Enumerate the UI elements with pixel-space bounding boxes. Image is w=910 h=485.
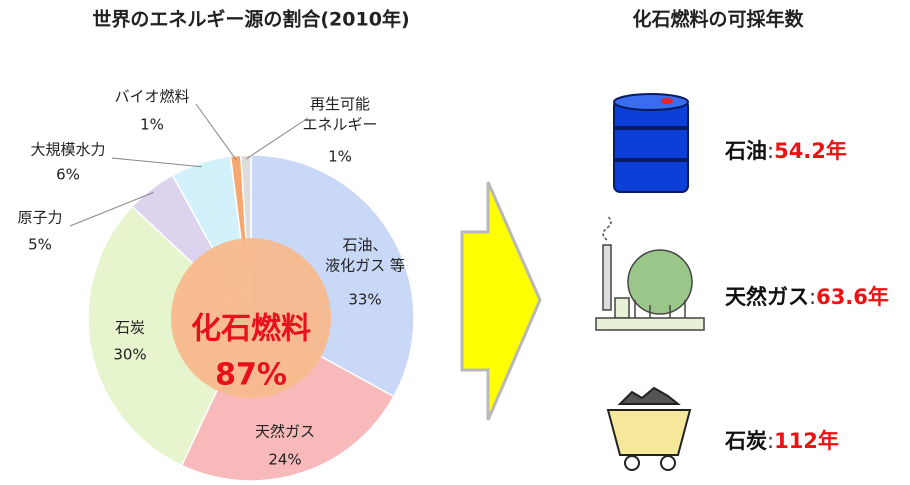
coal-cart-icon <box>606 386 692 471</box>
slice-label: 石油、液化ガス 等 <box>325 236 405 274</box>
resource-name: 天然ガス <box>725 285 809 309</box>
slice-value-label: 30% <box>113 346 146 364</box>
slice-label: 大規模水力 <box>30 141 105 159</box>
gas-plant-icon <box>595 215 705 331</box>
slice-label: 石炭 <box>115 319 145 337</box>
slice-value-label: 24% <box>268 451 301 469</box>
slice-value-label: 33% <box>348 291 381 309</box>
leader-line <box>195 103 237 160</box>
separator: : <box>767 139 774 163</box>
oil-barrel-icon <box>613 93 689 193</box>
reserve-years: 63.6年 <box>816 285 889 309</box>
slice-label: 天然ガス <box>255 423 315 441</box>
panel-title: 化石燃料の可採年数 <box>632 8 804 31</box>
reserve-years: 54.2年 <box>774 139 847 163</box>
slice-label: バイオ燃料 <box>114 88 189 106</box>
resource-name: 石炭 <box>724 429 767 453</box>
resource-name: 石油 <box>724 139 767 163</box>
slice-value-label: 1% <box>140 116 164 134</box>
separator: : <box>809 285 816 309</box>
chart-title: 世界のエネルギー源の割合(2010年) <box>92 8 409 31</box>
leader-line <box>245 117 309 160</box>
pie-slice <box>87 205 252 467</box>
center-disc <box>171 238 331 398</box>
slice-value-label: 6% <box>56 166 80 184</box>
reserve-row: 石油:54.2年 <box>724 139 847 163</box>
slice-value-label: 5% <box>28 236 52 254</box>
arrow <box>460 181 542 421</box>
leader-line <box>69 191 154 227</box>
leader-line <box>111 157 202 168</box>
reserve-years: 112年 <box>774 429 839 453</box>
separator: : <box>767 429 774 453</box>
slice-label: 原子力 <box>17 209 62 227</box>
slice-label: 再生可能エネルギー <box>302 95 377 133</box>
slice-value-label: 1% <box>328 148 352 166</box>
reserve-row: 天然ガス:63.6年 <box>725 285 889 309</box>
reserve-row: 石炭:112年 <box>724 429 839 453</box>
center-value: 87% <box>215 358 287 393</box>
center-label: 化石燃料 <box>191 312 311 347</box>
